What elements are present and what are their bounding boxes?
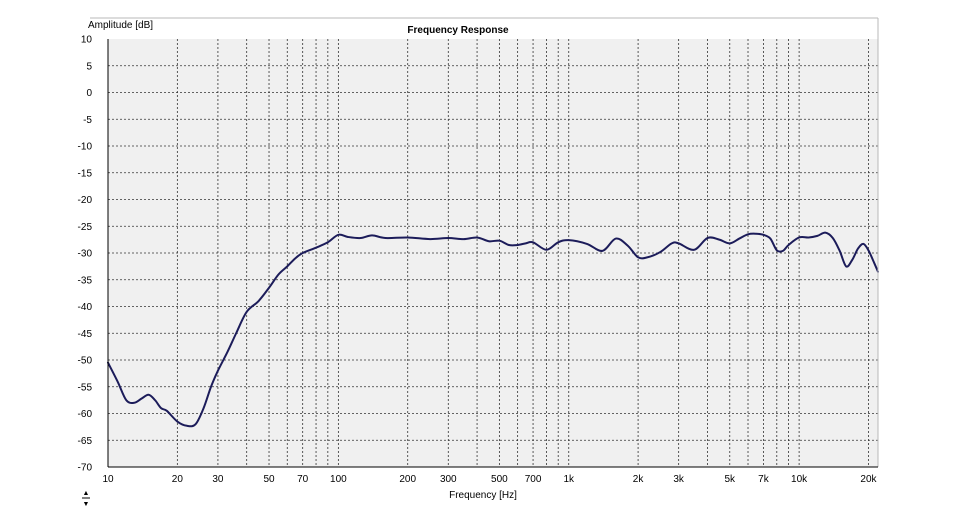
- scroll-arrows[interactable]: ▲ ▼: [82, 490, 90, 508]
- x-tick-labels: 10 20 30 50 70 100 200 300 500 700 1k 2k 3k 5k 7k 10k 20…: [102, 474, 877, 485]
- x-tick-label: 500: [491, 474, 508, 485]
- x-tick-label: 200: [399, 474, 416, 485]
- x-gridlines: [176, 39, 869, 467]
- x-tick-label: 30: [212, 474, 224, 485]
- y-gridlines: [108, 65, 878, 441]
- y-tick-label: -20: [78, 195, 93, 206]
- y-tick-label: -30: [78, 249, 93, 260]
- x-tick-label: 10k: [791, 474, 808, 485]
- series-layer: [107, 231, 879, 428]
- x-tick-label: 1k: [563, 474, 575, 485]
- y-tick-label: 10: [81, 35, 93, 46]
- x-tick-label: 70: [297, 474, 309, 485]
- y-tick-label: -40: [78, 302, 93, 313]
- y-tick-label: -50: [78, 356, 93, 367]
- x-tick-label: 10: [102, 474, 114, 485]
- scroll-up-arrow[interactable]: ▲: [83, 490, 90, 497]
- chart-title: Frequency Response: [407, 25, 509, 36]
- y-tick-label: -15: [78, 168, 93, 179]
- x-tick-label: 5k: [724, 474, 736, 485]
- x-tick-label: 3k: [673, 474, 685, 485]
- y-tick-label: -5: [83, 115, 92, 126]
- y-tick-label: -60: [78, 409, 93, 420]
- y-tick-label: -45: [78, 329, 93, 340]
- y-tick-label: -10: [78, 142, 93, 153]
- y-tick-label: -55: [78, 382, 93, 393]
- scroll-down-arrow[interactable]: ▼: [83, 501, 90, 508]
- x-tick-label: 100: [330, 474, 347, 485]
- y-tick-labels: 10 5 0 -5 -10 -15 -20 -25 -30 -35 -40 -45 -50 -55 -60 -…: [78, 35, 93, 474]
- y-tick-label: -25: [78, 222, 93, 233]
- y-tick-label: 0: [86, 88, 92, 99]
- y-tick-label: -70: [78, 463, 93, 474]
- y-tick-label: -35: [78, 275, 93, 286]
- series-line: [107, 231, 879, 428]
- x-tick-label: 50: [263, 474, 275, 485]
- x-tick-label: 7k: [758, 474, 770, 485]
- x-axis-title: Frequency [Hz]: [449, 490, 517, 501]
- x-tick-label: 20: [172, 474, 184, 485]
- y-tick-label: 5: [86, 61, 92, 72]
- x-tick-label: 700: [525, 474, 542, 485]
- x-tick-label: 20k: [860, 474, 877, 485]
- x-tick-label: 300: [440, 474, 457, 485]
- y-axis-title: Amplitude [dB]: [88, 20, 153, 31]
- y-tick-label: -65: [78, 436, 93, 447]
- x-tick-label: 2k: [633, 474, 645, 485]
